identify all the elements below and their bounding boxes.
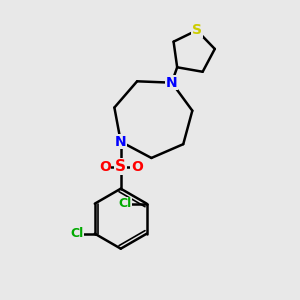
Text: Cl: Cl — [118, 197, 131, 210]
Text: N: N — [115, 135, 127, 149]
Text: Cl: Cl — [70, 227, 83, 240]
Text: O: O — [99, 160, 111, 174]
Text: O: O — [131, 160, 143, 174]
Text: N: N — [166, 76, 178, 90]
Text: S: S — [192, 23, 202, 37]
Text: S: S — [115, 159, 126, 174]
